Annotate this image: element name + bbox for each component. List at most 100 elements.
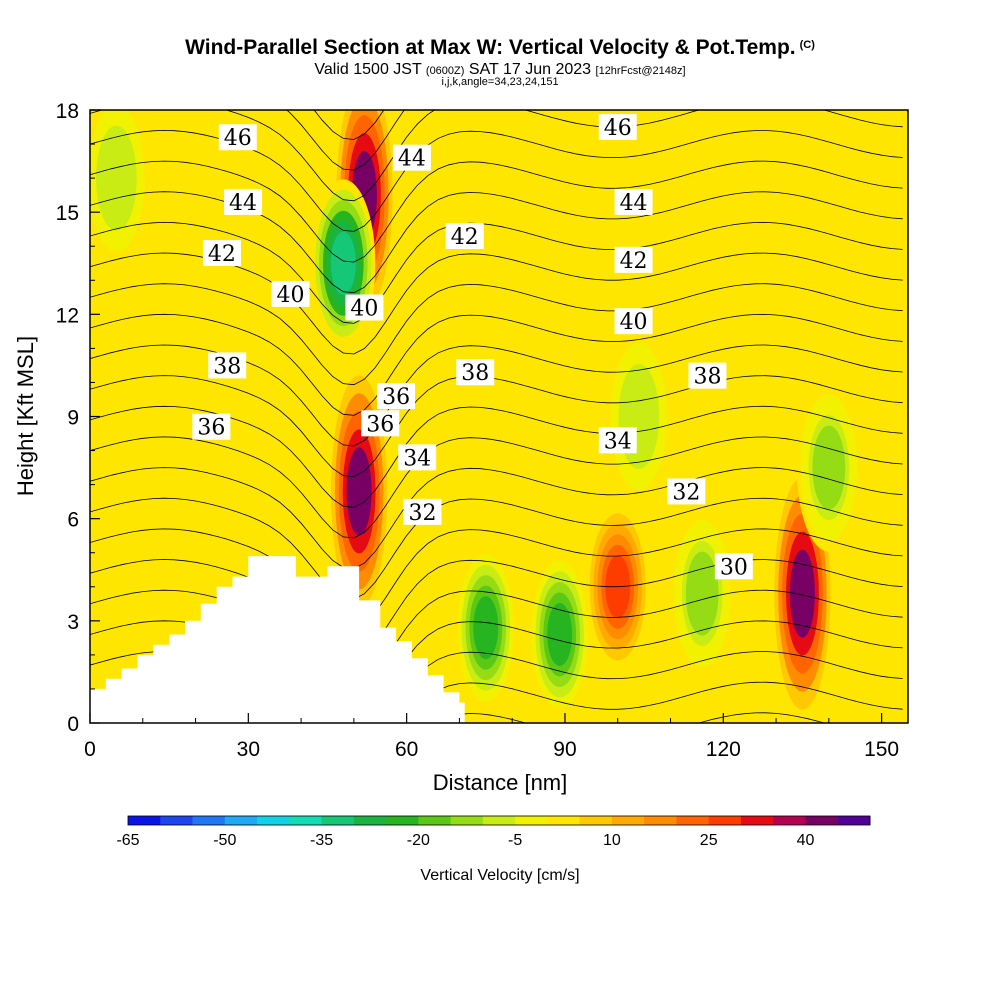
x-tick-label: 30: [237, 738, 260, 761]
isentrope-label: 38: [456, 359, 495, 386]
velocity-contour-band: [816, 436, 842, 500]
colorbar: -65 -50 -35 -20 -5 10 25 40: [116, 815, 871, 849]
colorbar-swatch: [386, 816, 419, 825]
x-axis-label: Distance [nm]: [433, 770, 568, 795]
isentrope-lines: [90, 8, 903, 723]
isentrope-label: 46: [218, 124, 257, 151]
colorbar-swatch: [579, 816, 613, 825]
colorbar-swatch: [837, 816, 871, 825]
isentrope-line: [90, 436, 903, 539]
isentrope-label: 40: [614, 308, 653, 335]
y-tick-label: 6: [67, 509, 79, 532]
x-tick-label: 150: [864, 738, 899, 761]
isentrope-label-text: 42: [620, 249, 648, 274]
velocity-contour-band: [330, 231, 356, 295]
isentrope-label: 42: [445, 223, 484, 250]
isentrope-label: 34: [598, 427, 637, 454]
isentrope-label: 38: [688, 362, 727, 390]
isentrope-line: [90, 283, 903, 386]
isentrope-label-text: 44: [398, 147, 426, 172]
colorbar-swatch: [740, 816, 774, 825]
velocity-cell: [670, 509, 735, 678]
isentrope-line: [90, 160, 903, 263]
x-tick-label: 60: [395, 738, 418, 761]
chart-indices: i,j,k,angle=34,23,24,151: [441, 76, 559, 88]
isentrope-line: [90, 221, 903, 324]
isentrope-label-text: 42: [208, 242, 236, 267]
colorbar-swatch: [289, 816, 323, 825]
isentrope-label-text: 46: [224, 126, 252, 151]
y-tick-label: 15: [56, 202, 79, 225]
isentrope-label: 44: [614, 188, 653, 216]
colorbar-swatch: [644, 816, 677, 825]
isentrope-label-text: 38: [693, 365, 721, 390]
isentrope-label-text: 36: [366, 412, 394, 437]
velocity-cell: [90, 110, 149, 263]
isentrope-label-text: 40: [277, 283, 305, 308]
colorbar-swatch: [515, 816, 548, 825]
colorbar-frame: [127, 815, 871, 826]
isentrope-label: 38: [208, 352, 247, 379]
isentrope-label-text: 44: [229, 191, 257, 216]
isentrope-line: [90, 497, 903, 600]
colorbar-swatch: [224, 816, 258, 825]
isentrope-label-text: 38: [213, 354, 241, 379]
y-tick-label: 9: [67, 407, 79, 430]
velocity-cell: [453, 543, 518, 712]
isentrope-label-text: 44: [620, 191, 648, 216]
colorbar-swatch: [708, 816, 742, 825]
isentrope-label: 32: [403, 498, 442, 526]
colorbar-swatch: [450, 816, 484, 825]
y-tick-label: 3: [67, 611, 79, 634]
isentrope-label: 40: [345, 294, 384, 322]
isentrope-label: 30: [714, 553, 753, 580]
x-tick-label: 120: [706, 738, 741, 761]
isentrope-label-text: 36: [382, 385, 410, 410]
colorbar-swatch: [676, 816, 710, 825]
velocity-cell: [606, 332, 671, 501]
isentrope-label: 36: [361, 410, 400, 437]
isentrope-label-text: 34: [403, 446, 431, 471]
isentrope-line: [90, 559, 903, 661]
isentrope-label: 42: [614, 246, 653, 274]
isentrope-label-text: 38: [461, 361, 489, 386]
isentrope-label-text: 32: [408, 501, 436, 526]
isentrope-label: 46: [598, 114, 637, 141]
isentrope-line: [90, 375, 903, 478]
isentrope-line: [90, 528, 903, 631]
colorbar-label: Vertical Velocity [cm/s]: [420, 867, 579, 884]
x-tick-label: 90: [553, 738, 576, 761]
velocity-contour-band: [789, 549, 815, 638]
colorbar-swatch: [418, 816, 452, 825]
velocity-cell: [527, 550, 592, 719]
velocity-contour-band: [689, 562, 715, 626]
velocity-contour-band: [547, 602, 573, 666]
isentrope-line: [90, 8, 903, 109]
x-tick-label: 0: [84, 738, 96, 761]
isentrope-label: 36: [192, 413, 231, 441]
y-axis: 0 3 6 9 12 15 18: [56, 100, 100, 736]
isentrope-label-text: 36: [197, 416, 225, 441]
colorbar-swatch: [482, 816, 516, 825]
colorbar-swatch: [353, 816, 387, 825]
chart-title: Wind-Parallel Section at Max W: Vertical…: [185, 36, 815, 59]
colorbar-tick-label: 10: [603, 832, 621, 849]
velocity-contour-band: [473, 596, 499, 660]
isentrope-label-text: 34: [604, 429, 632, 454]
isentrope-line: [90, 467, 903, 570]
isentrope-label-text: 40: [350, 297, 378, 322]
colorbar-swatch: [805, 816, 839, 825]
colorbar-swatch: [773, 816, 806, 825]
isentrope-label-text: 46: [604, 116, 632, 141]
isentrope-label: 36: [377, 383, 416, 410]
colorbar-swatch: [321, 816, 355, 825]
velocity-contour-band: [103, 146, 129, 210]
chart-subtitle: Valid 1500 JST (0600Z) SAT 17 Jun 2023 […: [314, 61, 686, 78]
isentrope-line: [90, 313, 903, 416]
colorbar-tick-label: -65: [116, 832, 139, 849]
y-tick-label: 0: [67, 713, 79, 736]
colorbar-swatch: [611, 816, 645, 825]
y-axis-label: Height [Kft MSL]: [13, 336, 38, 496]
